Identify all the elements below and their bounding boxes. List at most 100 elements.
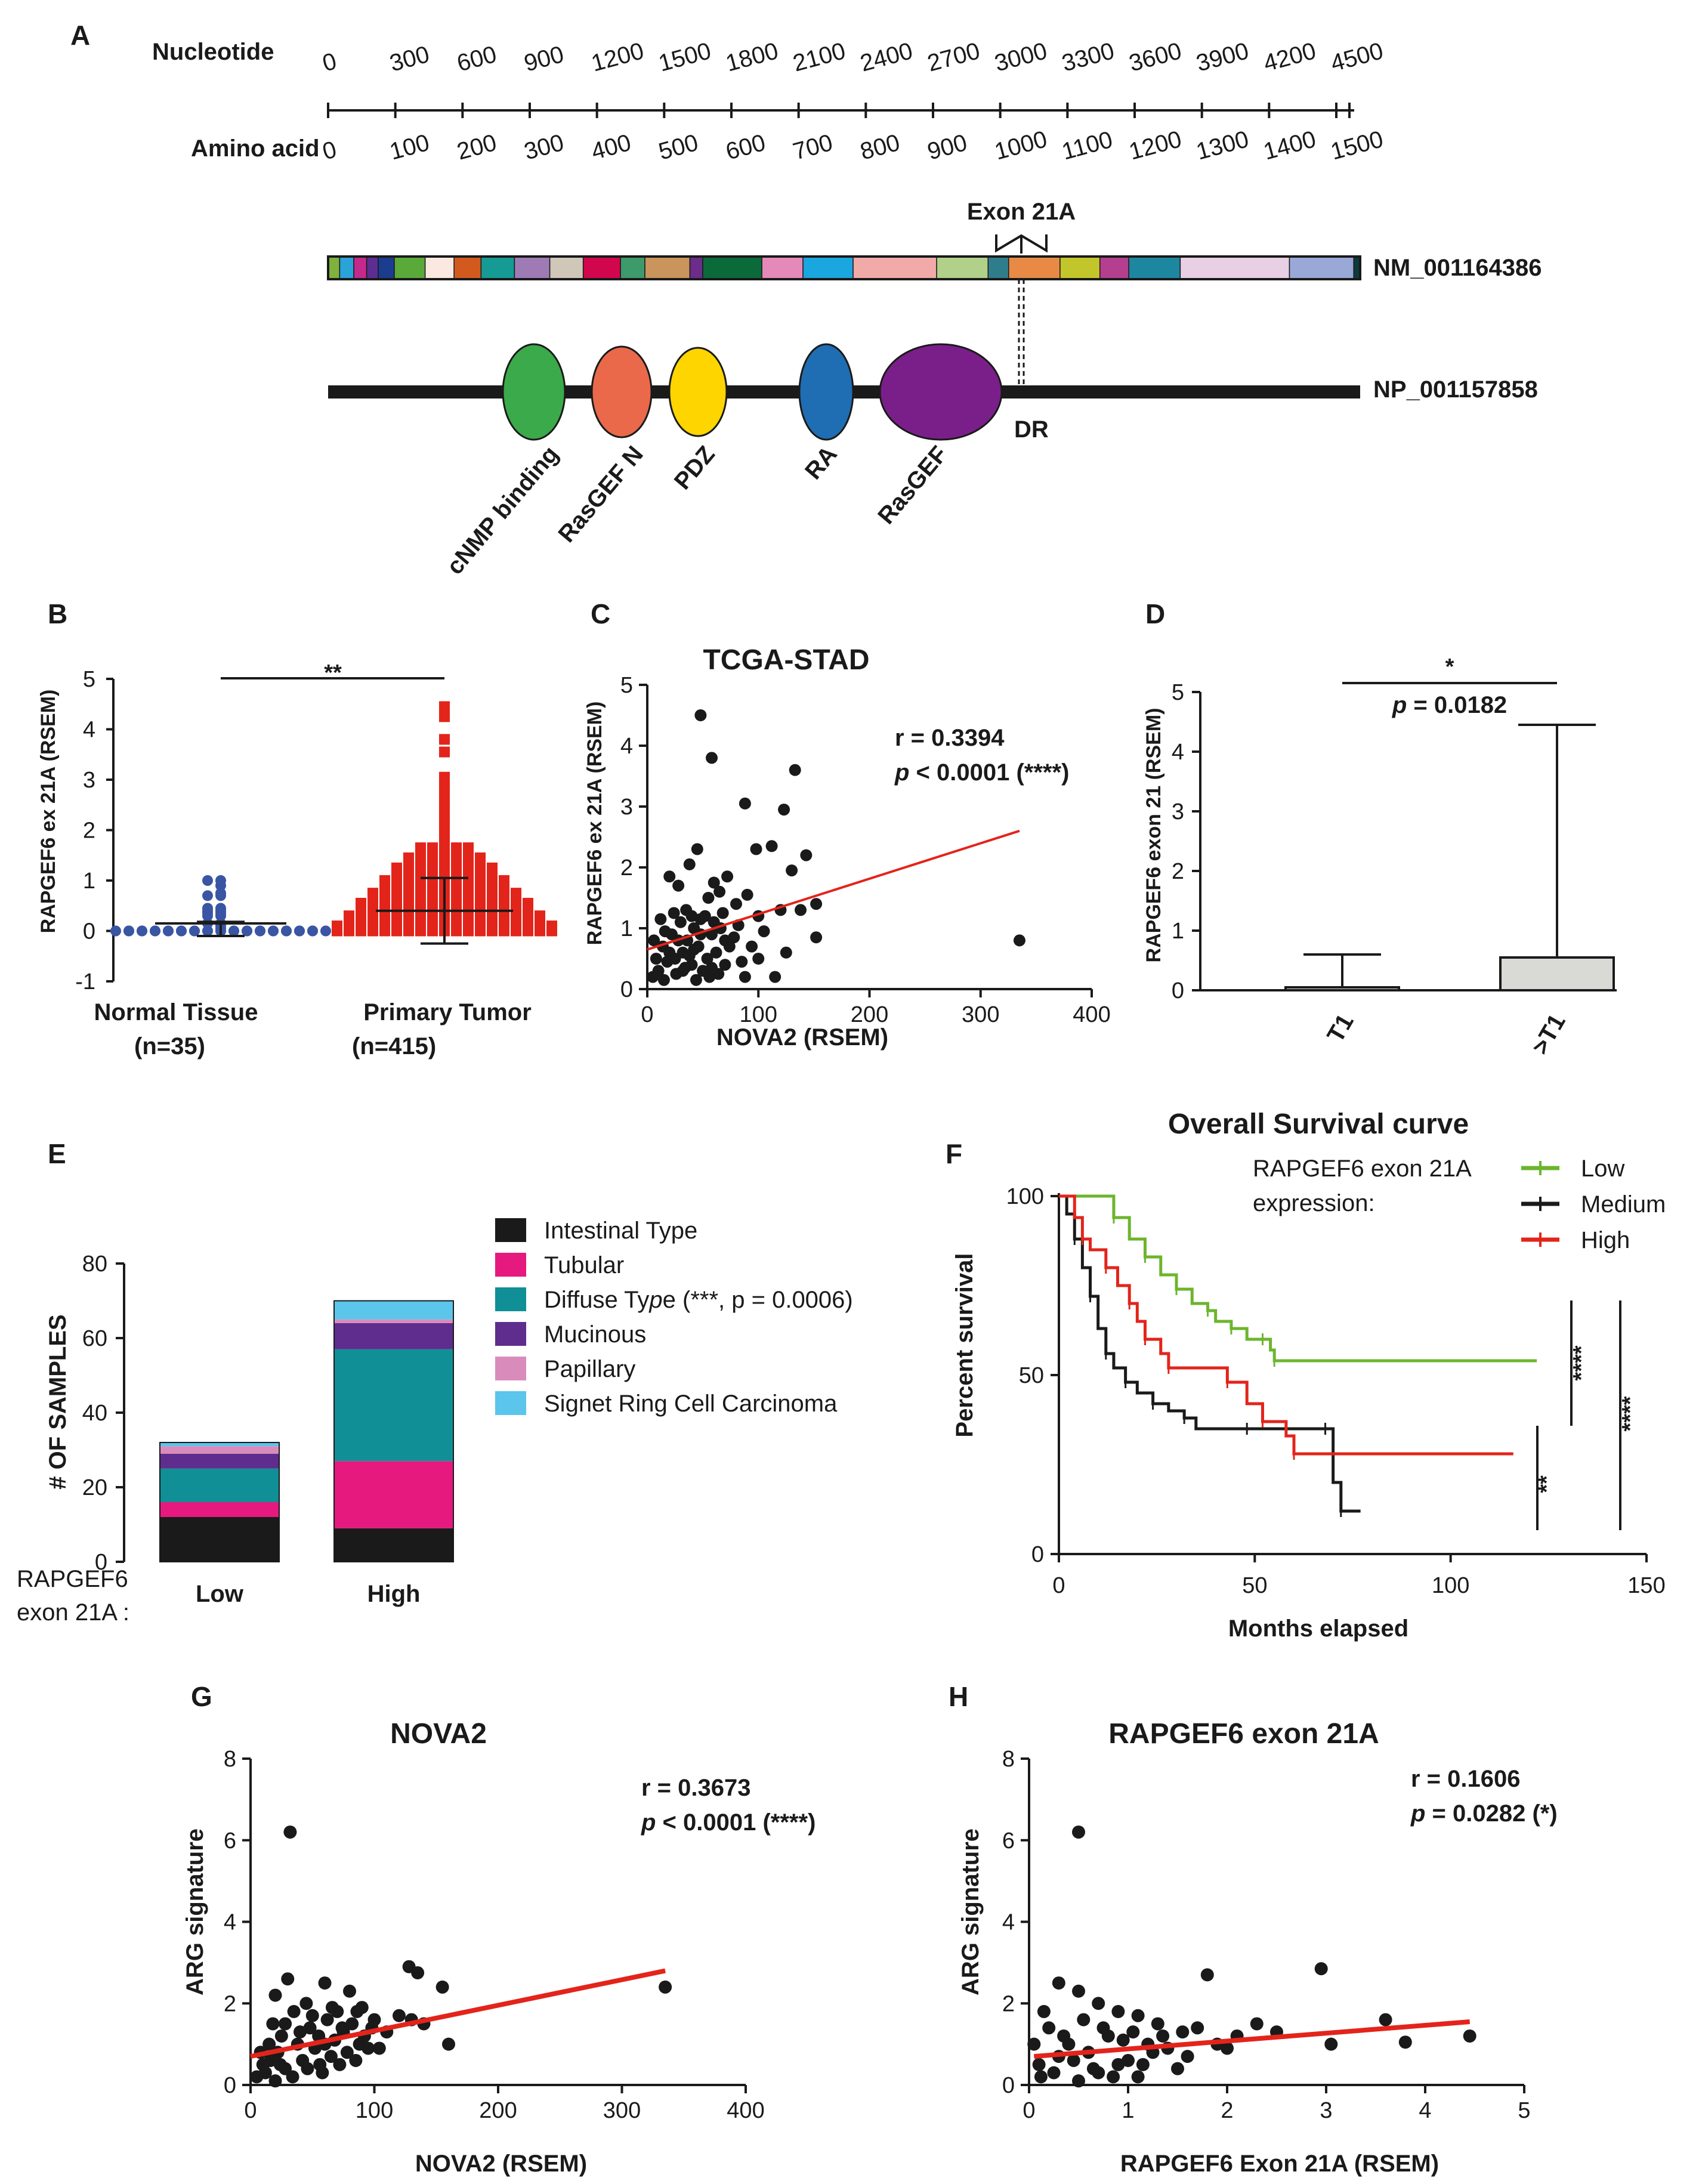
c-point xyxy=(674,916,687,928)
b-point-normal xyxy=(242,925,252,937)
h-point xyxy=(1034,2070,1048,2084)
c-point xyxy=(708,876,720,889)
f-legend-title-1: RAPGEF6 exon 21A xyxy=(1253,1156,1472,1182)
h-xlabel: RAPGEF6 Exon 21A (RSEM) xyxy=(1120,2151,1439,2177)
c-point xyxy=(650,953,662,965)
g-x-tick-label: 400 xyxy=(727,2098,764,2123)
g-point xyxy=(313,2058,327,2071)
h-point xyxy=(1156,2029,1170,2043)
b-y-tick-label: 5 xyxy=(83,667,95,692)
domain-label-cnmp-binding: cNMP binding xyxy=(441,441,564,580)
h-y-tick-label: 4 xyxy=(1002,1910,1015,1935)
g-point xyxy=(268,2074,282,2088)
b-point-tumor xyxy=(439,842,450,854)
domain-label-pdz: PDZ xyxy=(669,441,720,495)
c-point xyxy=(716,907,729,919)
e-legend-label: Intestinal Type xyxy=(544,1218,697,1244)
g-axes: 0 100 200 300 400 0 2 4 6 8 xyxy=(224,1747,765,2123)
c-point xyxy=(746,940,758,953)
f-survival-curves xyxy=(1059,1194,1537,1517)
b-point-normal xyxy=(215,910,226,922)
g-y-tick-label: 8 xyxy=(224,1747,236,1772)
b-point-normal xyxy=(137,925,147,937)
domain-label-rasgef-n: RasGEF N xyxy=(553,441,648,548)
exon-segment xyxy=(1179,256,1290,280)
exon-segment xyxy=(328,256,341,280)
domain-label-ra: RA xyxy=(800,441,842,485)
g-point xyxy=(340,2046,354,2059)
c-point xyxy=(730,898,742,910)
d-y-tick-label: 2 xyxy=(1172,859,1184,884)
e-bar-segment xyxy=(160,1453,279,1469)
exon-segment xyxy=(549,256,584,280)
f-title: Overall Survival curve xyxy=(1168,1108,1469,1140)
g-y-tick-label: 4 xyxy=(224,1910,236,1935)
c-point xyxy=(708,916,720,928)
d-significance-stars: * xyxy=(1445,654,1454,679)
h-point xyxy=(1131,2009,1145,2022)
exon-21a-label: Exon 21A xyxy=(967,199,1076,225)
d-stat-p-italic: p xyxy=(1392,692,1407,718)
e-bar-outline xyxy=(159,1442,280,1562)
h-stat-r: r = 0.1606 xyxy=(1411,1766,1521,1792)
g-points xyxy=(250,1825,672,2088)
h-point xyxy=(1176,2025,1190,2039)
c-point xyxy=(810,931,823,944)
g-xlabel: NOVA2 (RSEM) xyxy=(415,2151,587,2177)
h-point xyxy=(1072,1984,1085,1998)
scale-ticks xyxy=(327,103,1351,118)
aminoacid-label: Amino acid xyxy=(191,135,320,162)
aminoacid-tick-label: 500 xyxy=(656,129,701,165)
nucleotide-tick-label: 4200 xyxy=(1261,38,1318,77)
domain-cnmp-binding xyxy=(502,343,566,441)
f-sig-low-high: **** xyxy=(1569,1345,1594,1380)
c-y-tick-label: 5 xyxy=(620,673,633,698)
e-ylabel: # OF SAMPLES xyxy=(45,1314,71,1489)
h-point xyxy=(1067,2053,1080,2067)
nucleotide-tick-label: 0 xyxy=(320,48,339,76)
b-point-tumor xyxy=(391,862,402,873)
e-bar-segment xyxy=(334,1319,453,1323)
e-axes: 0 20 40 60 80 xyxy=(82,1252,125,1575)
c-y-tick-label: 1 xyxy=(620,916,633,941)
h-y-tick-label: 8 xyxy=(1002,1747,1015,1772)
c-point xyxy=(739,797,751,810)
exon-segment xyxy=(987,256,1009,280)
e-bar-segment xyxy=(334,1528,453,1562)
b-point-tumor xyxy=(546,920,557,932)
g-y-tick-label: 0 xyxy=(224,2073,236,2098)
exon-segment xyxy=(644,256,691,280)
domain-pdz xyxy=(668,347,728,437)
g-point xyxy=(349,2053,363,2067)
c-point xyxy=(786,864,798,877)
transcript-id: NM_001164386 xyxy=(1373,255,1542,281)
h-x-tick-label: 0 xyxy=(1023,2098,1035,2123)
e-y-tick-label: 0 xyxy=(95,1550,107,1575)
c-point xyxy=(739,971,751,983)
c-point xyxy=(661,956,674,968)
c-point xyxy=(694,913,707,925)
b-point-tumor xyxy=(439,734,450,745)
exon-segment xyxy=(1128,256,1181,280)
h-point xyxy=(1107,2070,1120,2084)
c-point xyxy=(810,898,823,910)
c-point xyxy=(659,925,671,938)
nucleotide-tick-label: 300 xyxy=(387,41,433,77)
e-legend-swatch xyxy=(495,1391,526,1415)
b-point-normal xyxy=(202,875,213,886)
exon-segment xyxy=(424,256,455,280)
c-point xyxy=(719,959,731,971)
f-legend-label: Low xyxy=(1581,1156,1624,1182)
d-stat-p-rest: = 0.0182 xyxy=(1407,692,1507,718)
e-legend-label-part: e (***, p = 0.0006) xyxy=(663,1287,853,1313)
nucleotide-tick-labels: 0 300 600 900 1200 1500 1800 2100 2400 2700 3000 33… xyxy=(320,38,1386,77)
transcript-exon-strip xyxy=(328,256,1361,280)
f-legend-title-2: expression: xyxy=(1253,1190,1375,1216)
g-stat-p-rest: < 0.0001 (****) xyxy=(656,1809,815,1836)
exon-segment xyxy=(339,256,354,280)
d-bar xyxy=(1284,986,1400,991)
nucleotide-tick-label: 3900 xyxy=(1194,38,1252,77)
c-axes: 0 100 200 300 400 0 1 2 3 4 5 xyxy=(620,673,1111,1027)
c-y-tick-label: 0 xyxy=(620,977,633,1002)
h-point xyxy=(1181,2050,1194,2063)
